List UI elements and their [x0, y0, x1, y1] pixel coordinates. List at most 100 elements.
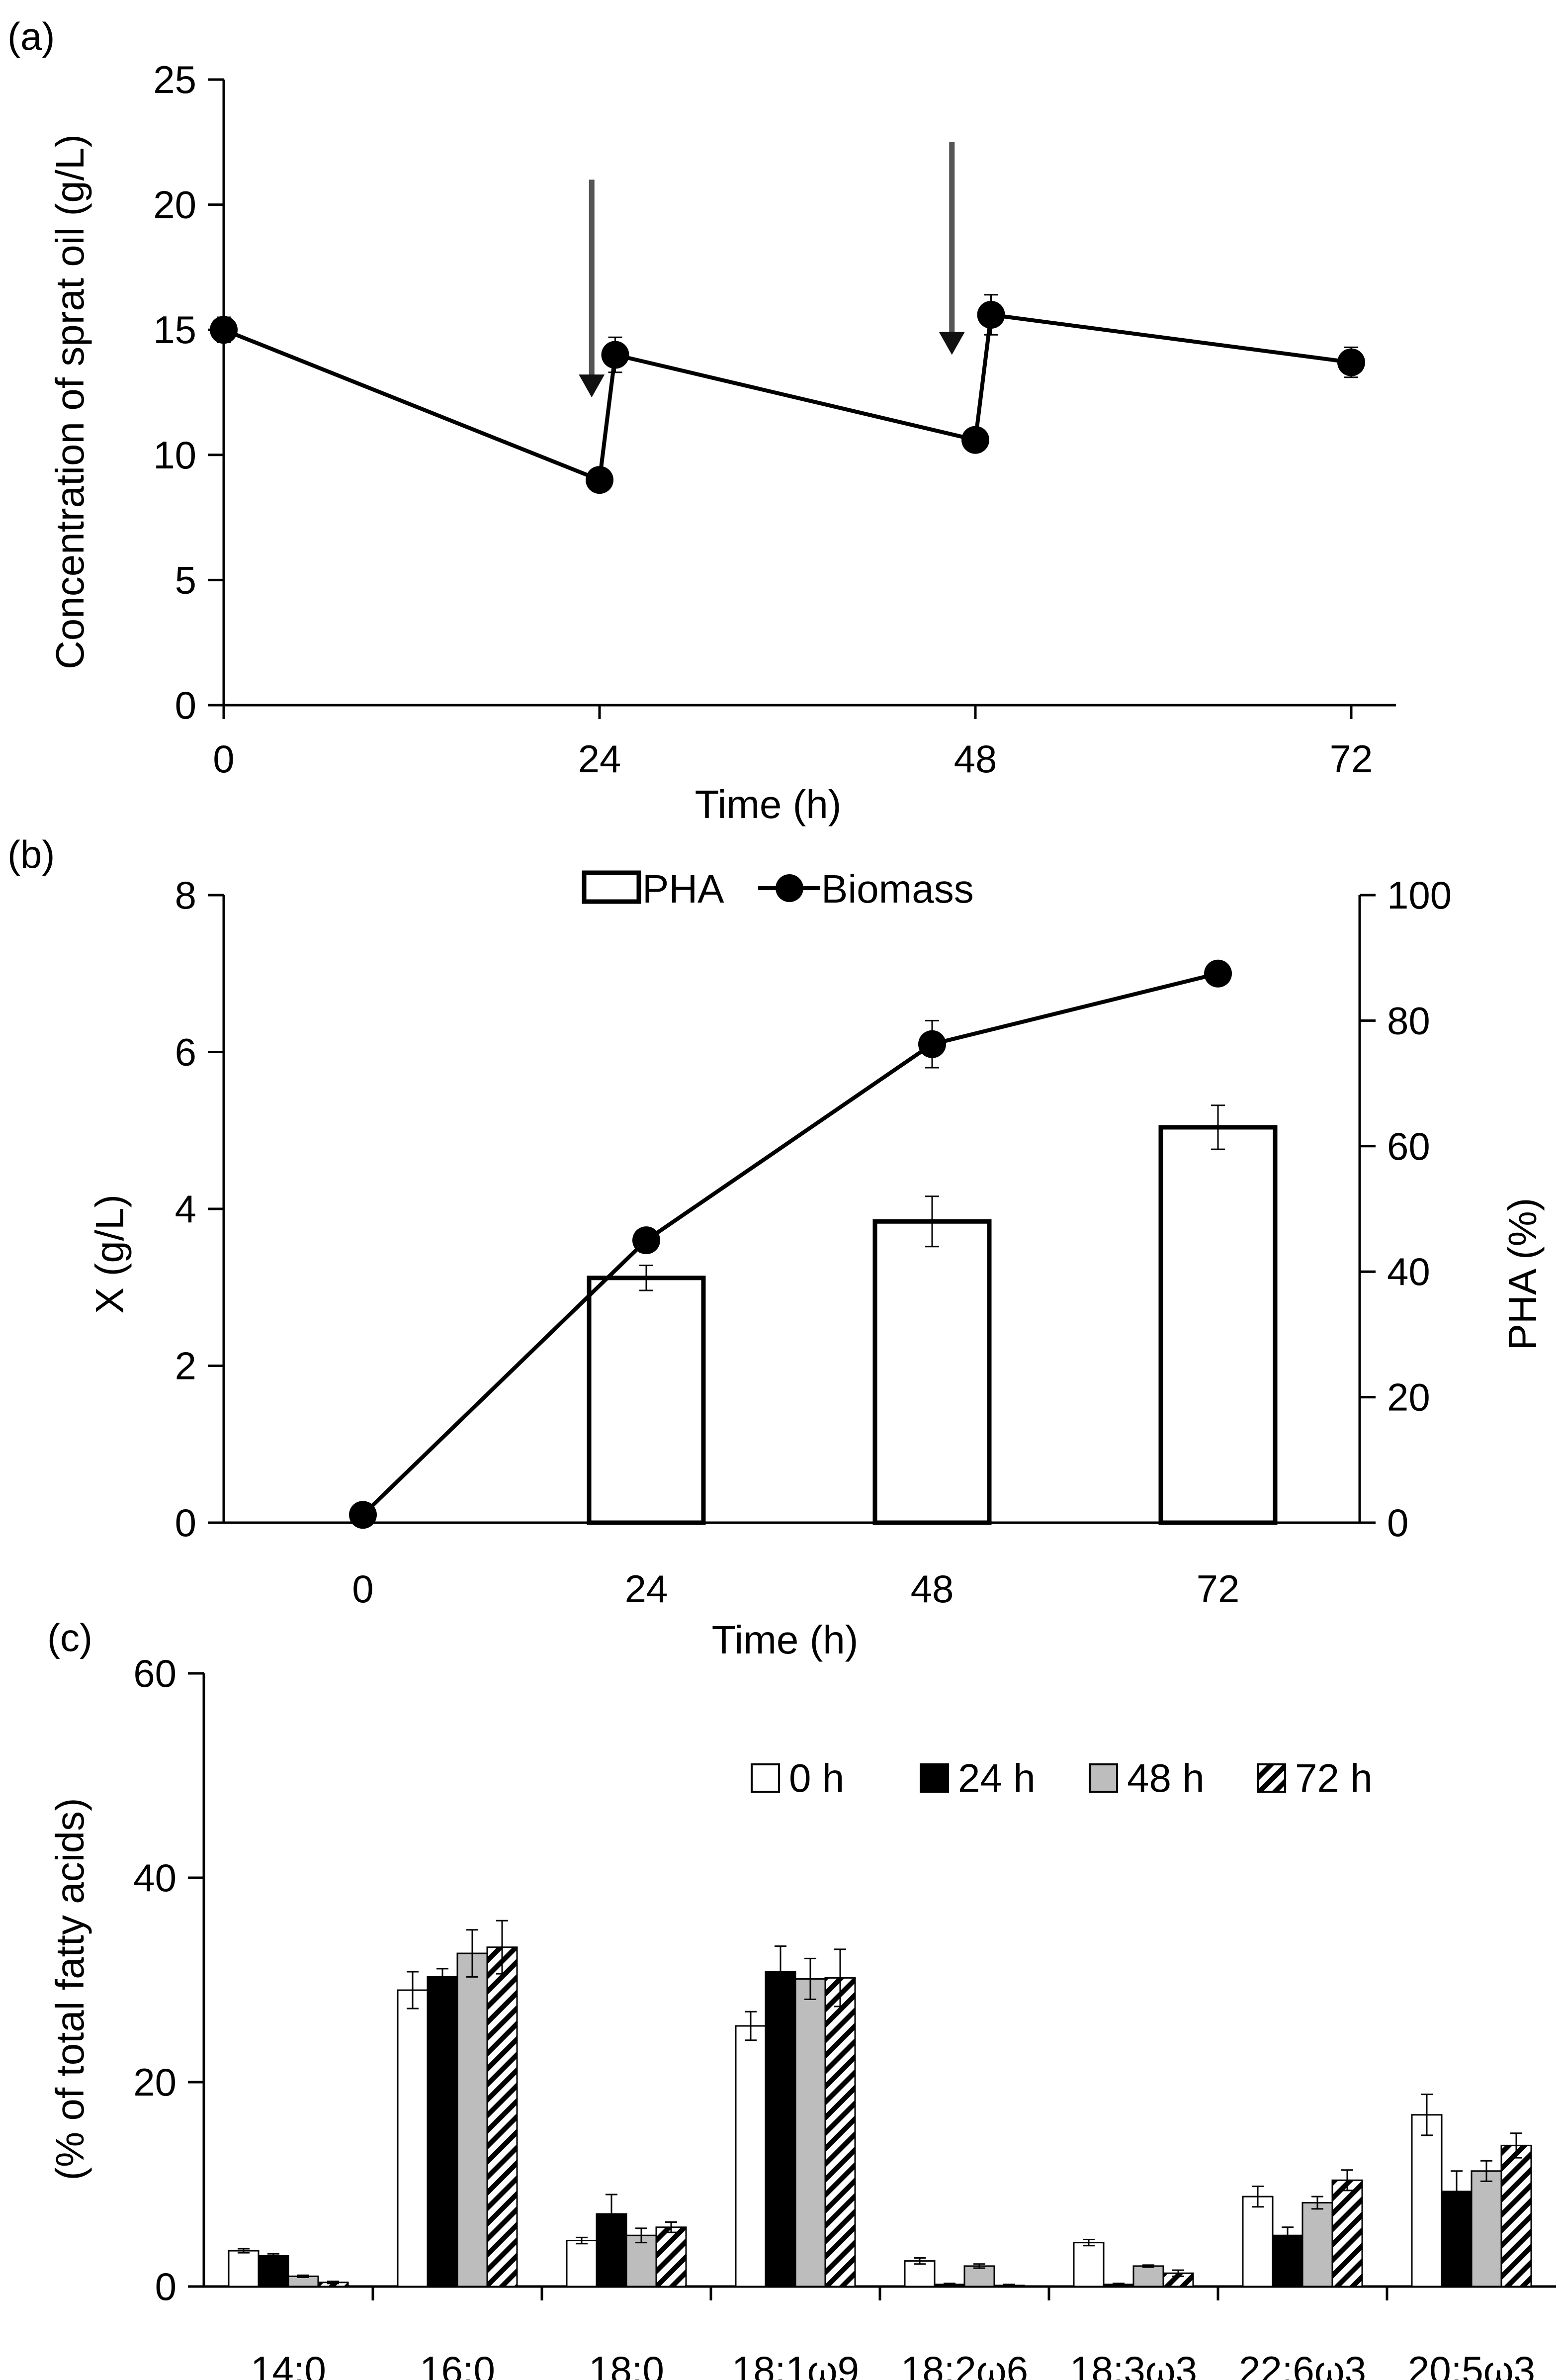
legend-swatch	[920, 1763, 949, 1793]
right-y-tick-label: 0	[1387, 1501, 1408, 1545]
panel-b-x-axis-label: Time (h)	[712, 1618, 859, 1662]
x-tick-label: 0	[352, 1567, 373, 1611]
x-tick-label: 16:0	[420, 2348, 495, 2380]
legend-label: 48 h	[1127, 1756, 1205, 1800]
panel-b-legend: PHA Biomass	[582, 867, 974, 911]
bar-72h	[824, 1977, 856, 2288]
bar-72h	[1331, 2179, 1363, 2288]
panel-c-y-axis-label: (% of total fatty acids)	[48, 1798, 92, 2180]
x-tick-label: 48	[911, 1567, 954, 1611]
legend-label-pha: PHA	[642, 867, 724, 911]
bar-0h	[904, 2260, 936, 2288]
data-point	[586, 466, 613, 494]
legend-swatch-pha	[582, 870, 641, 904]
bar-0h	[1073, 2242, 1105, 2288]
y-tick-label: 25	[153, 58, 196, 101]
data-point	[977, 301, 1005, 329]
x-tick-label: 72	[1197, 1567, 1240, 1611]
bar-0h	[228, 2250, 260, 2288]
bar-24h	[258, 2255, 289, 2288]
pha-bar	[1158, 1125, 1278, 1525]
biomass-point	[632, 1226, 660, 1255]
y-tick-label: 60	[133, 1651, 176, 1695]
bar-48h	[963, 2265, 995, 2288]
x-tick-label: 48	[954, 737, 997, 781]
feeding-arrow-head	[579, 374, 605, 398]
bar-48h	[1132, 2265, 1164, 2288]
x-tick-label: 0	[213, 737, 234, 781]
x-tick-label: 24	[578, 737, 621, 781]
bar-48h	[625, 2234, 657, 2288]
bar-48h	[1471, 2170, 1502, 2288]
legend-label-biomass: Biomass	[821, 867, 974, 911]
x-tick-label: 24	[625, 1567, 668, 1611]
legend-label: 0 h	[789, 1756, 844, 1800]
y-tick-label: 4	[175, 1187, 196, 1231]
feeding-arrow-head	[939, 332, 965, 355]
pha-bar	[872, 1219, 992, 1525]
bar-72h	[655, 2226, 687, 2288]
data-point	[961, 426, 989, 454]
right-y-tick-label: 20	[1387, 1375, 1430, 1419]
y-tick-label: 10	[153, 433, 196, 477]
data-point	[601, 341, 629, 369]
data-point	[1337, 348, 1365, 376]
bar-0h	[397, 1989, 429, 2288]
bar-0h	[1411, 2114, 1443, 2288]
y-tick-label: 0	[175, 683, 196, 727]
right-y-tick-label: 60	[1387, 1124, 1430, 1168]
panel-a-label: (a)	[7, 14, 55, 58]
panel-b-y-axis-label: X (g/L)	[87, 1194, 132, 1314]
legend-swatch	[1257, 1763, 1286, 1793]
y-tick-label: 20	[133, 2060, 176, 2104]
panel-c-marks	[228, 1920, 1532, 2288]
panel-c-axes: 0 20 40 60 14:0 16:0 18:0 18:1ω9 18:2ω6 18:3ω3 22:…	[133, 1651, 1556, 2380]
x-tick-label: 18:0	[589, 2348, 664, 2380]
y-tick-label: 15	[153, 308, 196, 352]
panel-c-label: (c)	[47, 1616, 92, 1659]
y-tick-label: 6	[175, 1030, 196, 1074]
y-tick-label: 5	[175, 558, 196, 602]
x-tick-label: 18:3ω3	[1070, 2348, 1197, 2380]
bar-0h	[566, 2240, 598, 2288]
bar-48h	[1302, 2201, 1333, 2288]
panel-a-x-axis-label: Time (h)	[695, 782, 842, 826]
bar-0h	[1242, 2196, 1274, 2288]
legend-swatch	[751, 1763, 780, 1793]
biomass-point	[918, 1030, 946, 1058]
x-tick-label: 18:1ω9	[732, 2348, 859, 2380]
y-tick-label: 2	[175, 1344, 196, 1388]
y-tick-label: 0	[155, 2265, 176, 2308]
panel-b-marks	[349, 959, 1278, 1529]
bar-48h	[794, 1978, 826, 2288]
y-tick-label: 40	[133, 1856, 176, 1900]
panel-c-legend: 0 h 24 h 48 h 72 h	[751, 1756, 1373, 1800]
x-tick-label: 18:2ω6	[901, 2348, 1028, 2380]
legend-marker-biomass	[776, 874, 803, 902]
panel-b-right-y-axis-label: PHA (%)	[1500, 1198, 1545, 1351]
x-tick-label: 20:5ω3	[1408, 2348, 1535, 2380]
panel-a: (a) 0 5 10 15 20 25 0 24 48 72 Time (h) Concentra…	[7, 14, 1396, 826]
x-tick-label: 72	[1330, 737, 1373, 781]
bar-0h	[735, 2025, 767, 2288]
bar-72h	[1500, 2144, 1532, 2288]
panel-a-y-axis-label: Concentration of sprat oil (g/L)	[48, 134, 92, 669]
panel-c: (c) 0 20 40 60 14:0 16:0 18:0 18:1ω9 18:2ω6 18:3ω…	[47, 1616, 1556, 2380]
legend-swatch	[1089, 1763, 1118, 1793]
bar-24h	[765, 1971, 796, 2288]
y-tick-label: 0	[175, 1501, 196, 1545]
legend-label: 72 h	[1295, 1756, 1373, 1800]
panel-b-label: (b)	[7, 832, 55, 876]
bar-48h	[456, 1952, 488, 2288]
right-y-tick-label: 100	[1387, 873, 1452, 917]
y-tick-label: 8	[175, 873, 196, 917]
x-tick-label: 14:0	[251, 2348, 326, 2380]
sprat-oil-line	[223, 312, 1352, 483]
legend-label: 24 h	[958, 1756, 1036, 1800]
x-tick-label: 22:6ω3	[1239, 2348, 1366, 2380]
panel-a-axes: 0 5 10 15 20 25 0 24 48 72	[153, 58, 1396, 781]
bar-24h	[427, 1976, 458, 2288]
biomass-line	[361, 971, 1218, 1517]
panel-a-marks	[210, 142, 1365, 494]
